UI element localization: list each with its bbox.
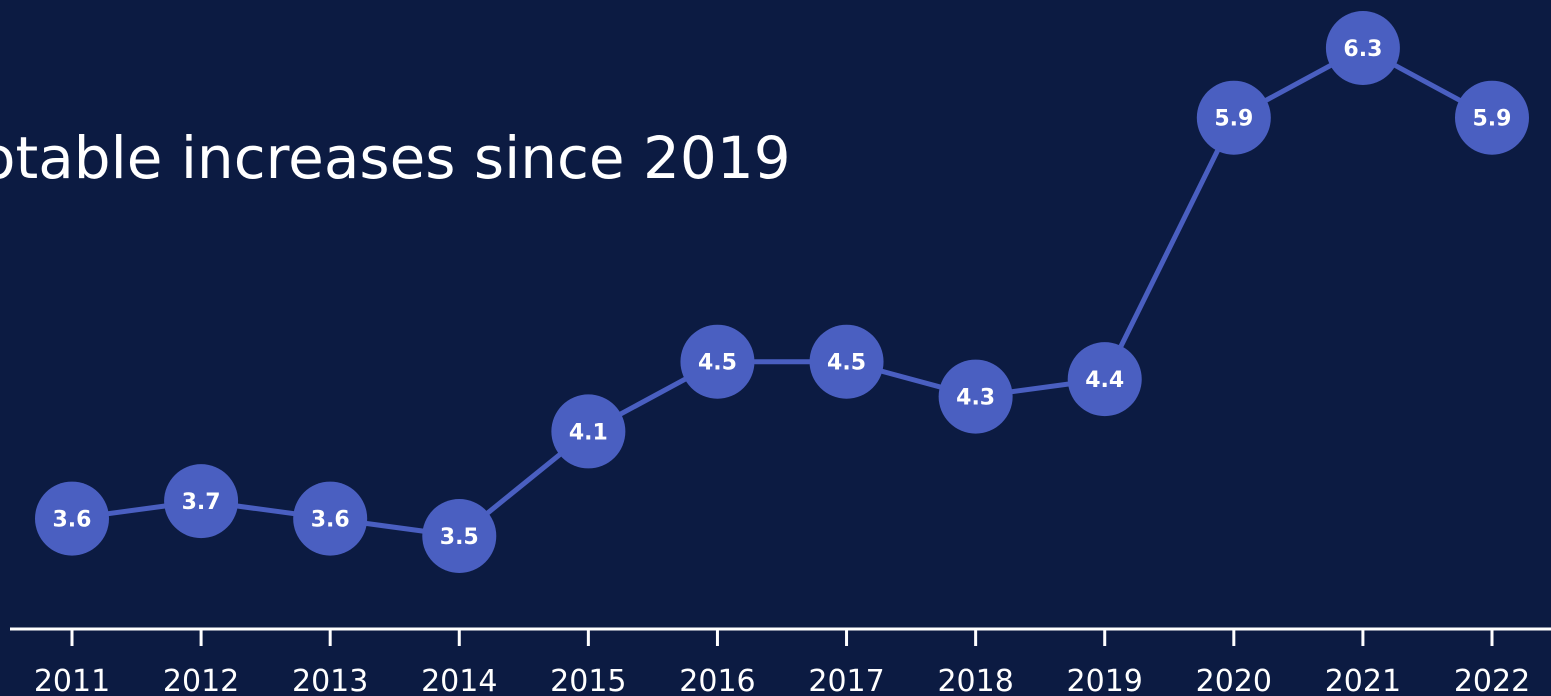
x-tick-label-2014: 2014 [421,664,497,696]
x-tick-label-2016: 2016 [679,664,755,696]
data-point-2018 [938,359,1013,434]
data-label-2011: 3.6 [53,508,92,533]
data-points: 3.6 3.7 3.6 3.5 4.1 4.5 4.5 4.3 4.4 5.9 6.3 5.9 [35,11,1529,573]
x-tick-label-2011: 2011 [34,664,110,696]
data-label-2017: 4.5 [827,351,866,376]
x-tick-label-2021: 2021 [1325,664,1401,696]
chart-title: otable increases since 2019 [0,124,791,192]
data-label-2020: 5.9 [1214,107,1253,132]
data-point-2012 [164,464,239,539]
data-label-2014: 3.5 [440,525,479,550]
x-tick-label-2013: 2013 [292,664,368,696]
data-label-2013: 3.6 [311,508,350,533]
x-tick-label-2019: 2019 [1067,664,1143,696]
data-point-2013 [293,481,368,556]
x-tick-label-2017: 2017 [808,664,884,696]
x-tick-label-2022: 2022 [1454,664,1530,696]
data-point-2022 [1455,80,1529,155]
data-point-2017 [809,324,884,399]
data-label-2019: 4.4 [1085,368,1124,393]
data-point-2021 [1325,11,1400,85]
data-point-2016 [680,324,755,399]
x-tick-label-2012: 2012 [163,664,239,696]
x-axis: 2011 2012 2013 2014 2015 2016 2017 2018 2019 2020… [10,627,1551,696]
series-line [71,45,1494,539]
x-tick-label-2015: 2015 [550,664,626,696]
data-label-2016: 4.5 [698,351,737,376]
series-line-group [71,45,1494,539]
data-point-2014 [422,499,497,573]
data-point-2015 [551,394,626,469]
data-point-2011 [35,481,109,556]
x-tick-label-2020: 2020 [1196,664,1272,696]
data-label-2018: 4.3 [956,386,995,411]
data-label-2012: 3.7 [182,490,221,515]
x-tick-label-2018: 2018 [937,664,1013,696]
data-label-2021: 6.3 [1343,37,1382,62]
data-point-2019 [1067,342,1142,417]
data-point-2020 [1196,80,1271,155]
data-label-2015: 4.1 [569,420,608,445]
data-label-2022: 5.9 [1473,107,1512,132]
